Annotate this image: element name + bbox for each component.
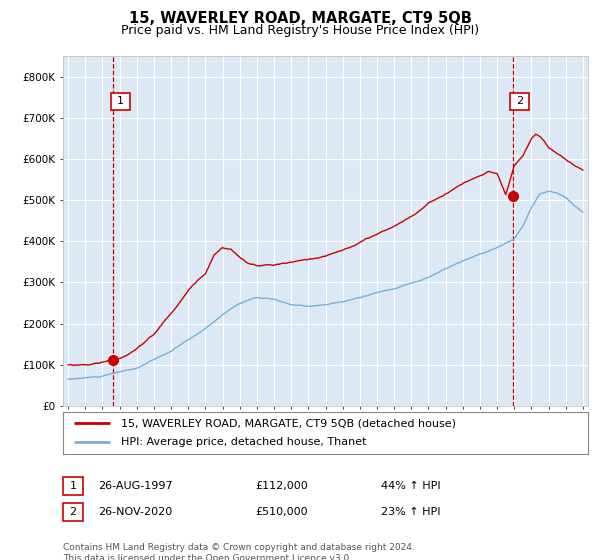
Text: Price paid vs. HM Land Registry's House Price Index (HPI): Price paid vs. HM Land Registry's House …: [121, 24, 479, 36]
Text: 15, WAVERLEY ROAD, MARGATE, CT9 5QB: 15, WAVERLEY ROAD, MARGATE, CT9 5QB: [128, 11, 472, 26]
Text: 26-NOV-2020: 26-NOV-2020: [98, 507, 172, 517]
Text: 23% ↑ HPI: 23% ↑ HPI: [381, 507, 440, 517]
Text: £112,000: £112,000: [255, 481, 308, 491]
Text: 1: 1: [117, 96, 124, 106]
Text: HPI: Average price, detached house, Thanet: HPI: Average price, detached house, Than…: [121, 437, 366, 447]
Text: 2: 2: [516, 96, 523, 106]
Text: 2: 2: [70, 507, 76, 517]
Text: 15, WAVERLEY ROAD, MARGATE, CT9 5QB (detached house): 15, WAVERLEY ROAD, MARGATE, CT9 5QB (det…: [121, 418, 456, 428]
Text: 26-AUG-1997: 26-AUG-1997: [98, 481, 172, 491]
Text: £510,000: £510,000: [255, 507, 308, 517]
Text: 44% ↑ HPI: 44% ↑ HPI: [381, 481, 440, 491]
Text: 1: 1: [70, 481, 76, 491]
Text: Contains HM Land Registry data © Crown copyright and database right 2024.
This d: Contains HM Land Registry data © Crown c…: [63, 543, 415, 560]
